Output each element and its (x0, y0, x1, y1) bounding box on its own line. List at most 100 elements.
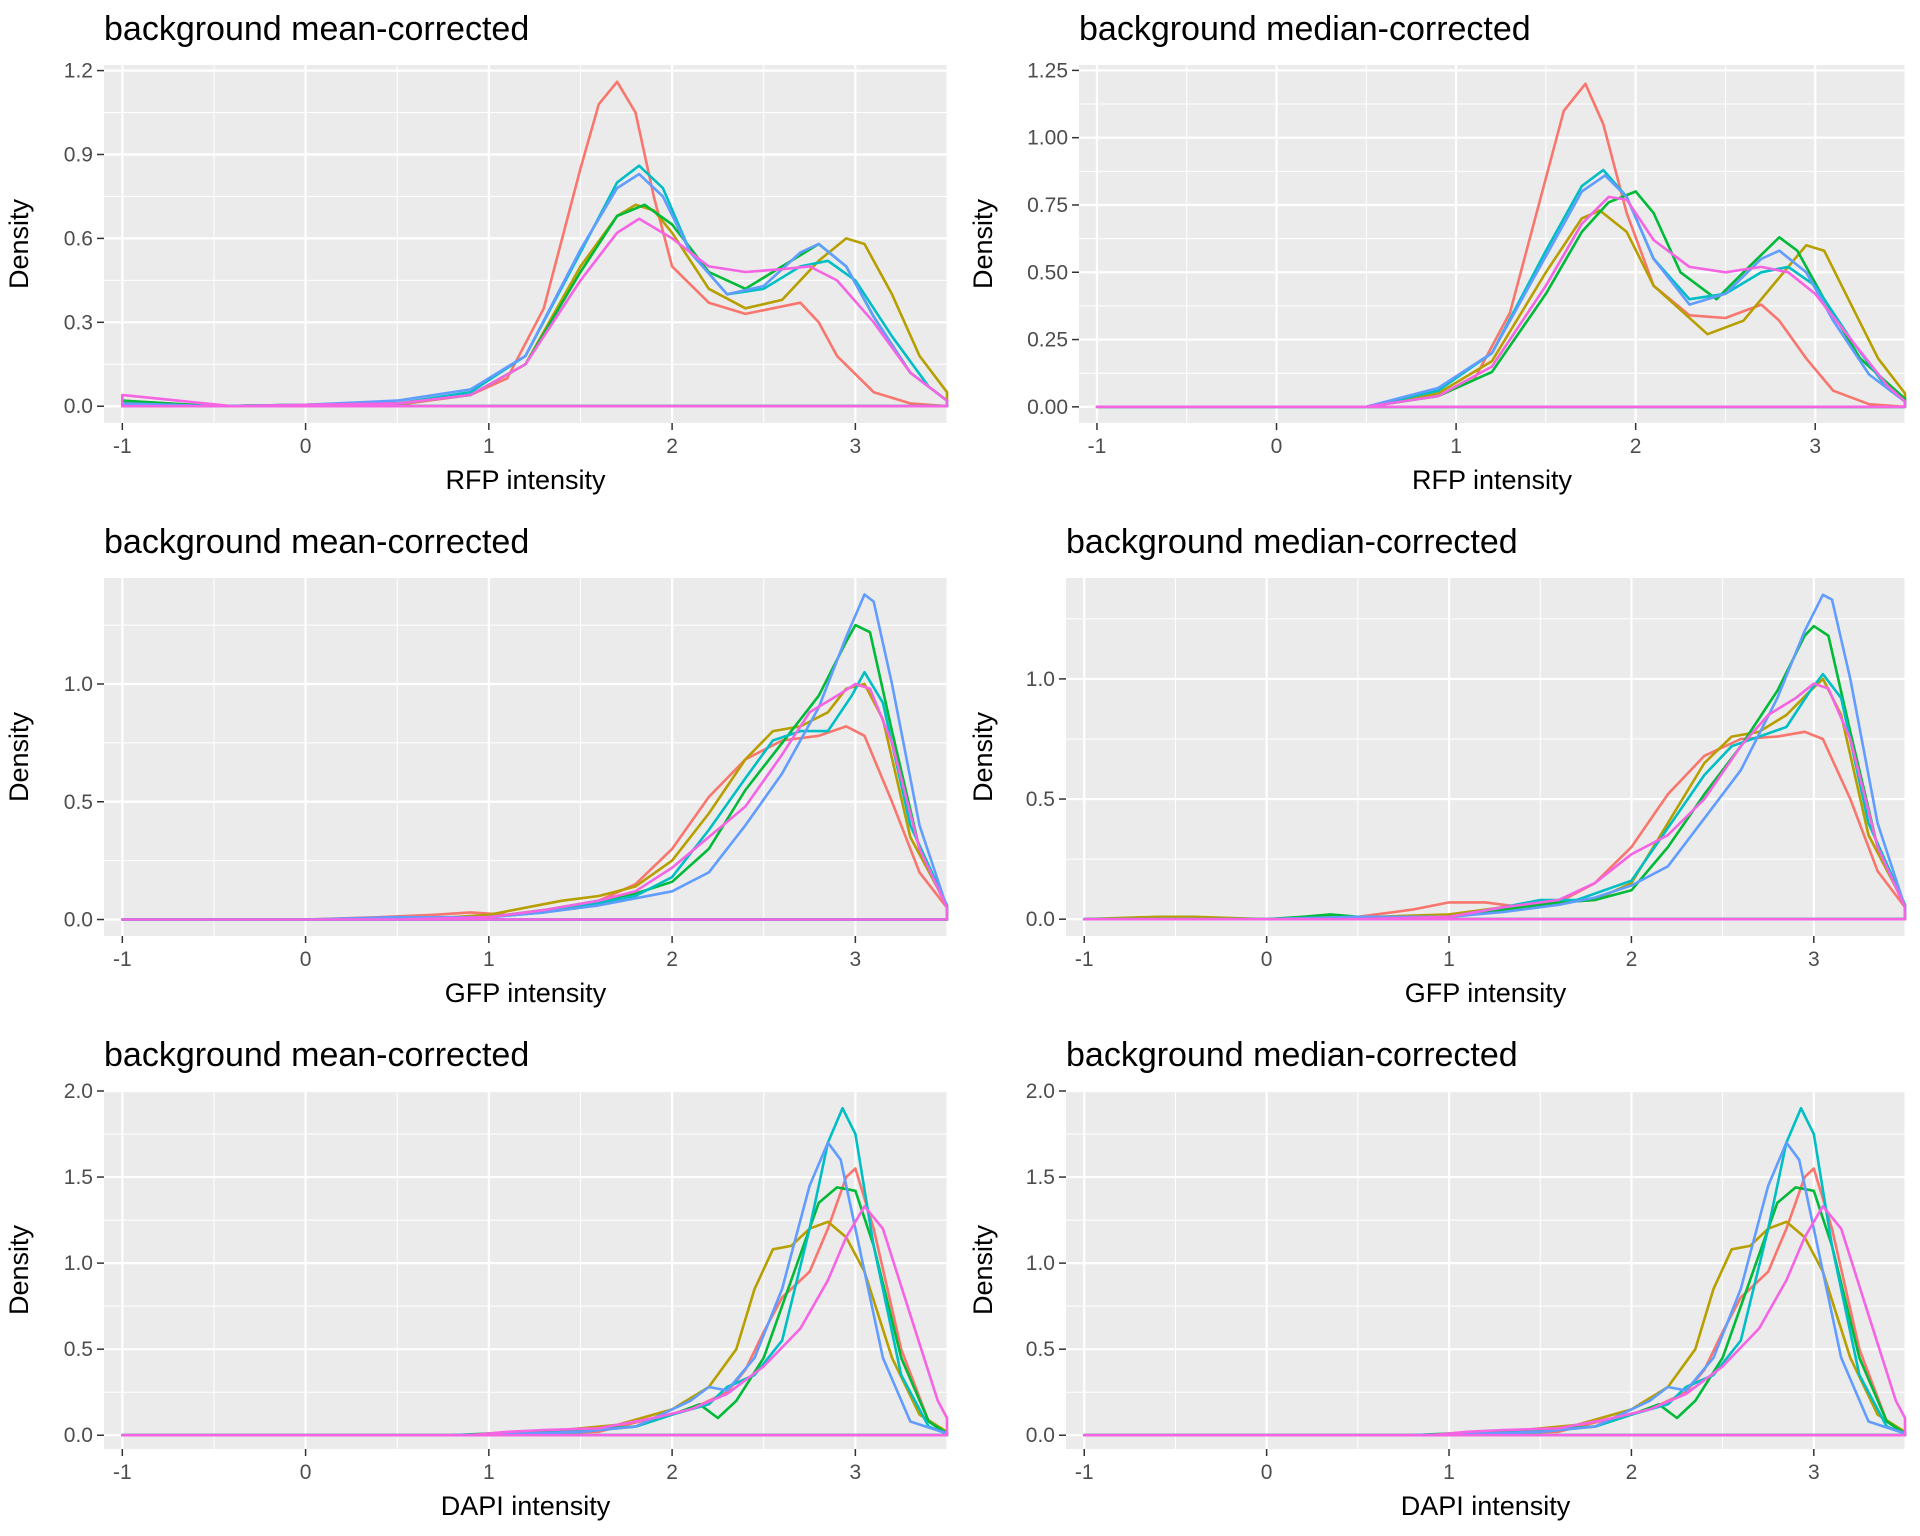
x-tick-label: 2 (666, 435, 678, 458)
density-panel-1: background mean-corrected -1 0 1 2 3 RFP inten… (4, 10, 949, 495)
density-curve-series-6 (121, 1205, 949, 1437)
density-curve-series-6 (1095, 195, 1907, 409)
x-axis: -1 0 1 2 3 RFP intensity (113, 423, 861, 495)
y-tick-label: 1.5 (1026, 1166, 1055, 1189)
x-tick-label: -1 (1088, 435, 1107, 458)
x-tick-label: 3 (1808, 1461, 1820, 1484)
density-curve-series-5 (1095, 174, 1907, 409)
y-tick-label: 0.0 (1026, 908, 1055, 931)
y-tick-label: 0.0 (64, 395, 93, 418)
density-panel-2: background median-corrected -1 0 1 2 3 RFP int… (968, 10, 1907, 495)
y-tick-label: 0.5 (1026, 1338, 1055, 1361)
panel-title: background mean-corrected (104, 10, 529, 48)
x-axis-label: GFP intensity (445, 978, 607, 1008)
x-tick-label: 3 (1808, 948, 1820, 971)
panel-background (1066, 1091, 1905, 1449)
density-curve-series-6 (1082, 682, 1907, 921)
y-axis: 0.00 0.25 0.50 0.75 1.00 1.25 Density (968, 59, 1079, 419)
y-tick-label: 1.25 (1027, 59, 1068, 82)
density-curve-series-5 (1082, 1141, 1907, 1437)
y-axis: 0.0 0.5 1.0 Density (968, 668, 1066, 931)
y-axis-label: Density (968, 711, 998, 802)
y-tick-label: 0.0 (64, 1424, 93, 1447)
y-tick-label: 1.0 (1026, 668, 1055, 691)
y-axis-label: Density (968, 1224, 998, 1315)
y-tick-label: 1.5 (64, 1166, 93, 1189)
density-curve-series-5 (121, 172, 949, 408)
x-tick-label: 2 (1630, 435, 1642, 458)
density-curve-series-1 (121, 725, 949, 921)
x-axis-label: DAPI intensity (1401, 1491, 1571, 1521)
y-axis: 0.0 0.5 1.0 Density (4, 673, 104, 932)
y-tick-label: 0.0 (1026, 1424, 1055, 1447)
x-tick-label: -1 (1075, 1461, 1094, 1484)
panel-title: background mean-corrected (104, 523, 529, 561)
x-tick-label: 2 (666, 1461, 678, 1484)
x-axis: -1 0 1 2 3 DAPI intensity (1075, 1449, 1820, 1521)
x-axis-label: RFP intensity (1412, 465, 1573, 495)
x-tick-label: -1 (113, 1461, 132, 1484)
panel-background (104, 578, 947, 936)
density-curve-series-5 (121, 1141, 949, 1437)
y-tick-label: 1.0 (64, 1252, 93, 1275)
x-tick-label: -1 (1075, 948, 1094, 971)
panel-background (1066, 578, 1905, 936)
x-tick-label: 1 (1450, 435, 1462, 458)
y-tick-label: 1.0 (1026, 1252, 1055, 1275)
density-curve-series-6 (1082, 1205, 1907, 1437)
density-panel-3: background mean-corrected -1 0 1 2 3 GFP inten… (4, 523, 949, 1008)
x-tick-label: 1 (483, 435, 495, 458)
y-tick-label: 2.0 (64, 1080, 93, 1103)
density-curves (1082, 593, 1907, 921)
y-tick-label: 2.0 (1026, 1080, 1055, 1103)
x-axis: -1 0 1 2 3 GFP intensity (113, 936, 861, 1008)
x-tick-label: 1 (483, 1461, 495, 1484)
x-axis: -1 0 1 2 3 GFP intensity (1075, 936, 1820, 1008)
x-tick-label: -1 (113, 435, 132, 458)
y-axis-label: Density (968, 198, 998, 289)
x-axis-label: GFP intensity (1405, 978, 1567, 1008)
density-panel-6: background median-corrected -1 0 1 2 3 DAPI in… (968, 1036, 1907, 1521)
y-tick-label: 0.0 (64, 909, 93, 932)
y-tick-label: 0.75 (1027, 194, 1068, 217)
x-tick-label: 0 (1261, 948, 1273, 971)
x-tick-label: 0 (1261, 1461, 1273, 1484)
x-tick-label: 3 (850, 435, 862, 458)
y-tick-label: 0.5 (64, 791, 93, 814)
y-tick-label: 1.2 (64, 60, 93, 83)
y-tick-label: 1.0 (64, 673, 93, 696)
density-panel-4: background median-corrected -1 0 1 2 3 GFP int… (968, 523, 1907, 1008)
density-curves (121, 80, 949, 408)
x-tick-label: 2 (666, 948, 678, 971)
density-curves (1095, 82, 1907, 409)
y-tick-label: 0.3 (64, 311, 93, 334)
y-tick-label: 0.6 (64, 227, 93, 250)
density-curves (121, 593, 949, 921)
x-tick-label: 0 (1271, 435, 1283, 458)
x-tick-label: 3 (850, 1461, 862, 1484)
panel-background (1079, 65, 1905, 423)
y-tick-label: 0.5 (1026, 788, 1055, 811)
x-tick-label: 0 (300, 435, 312, 458)
x-tick-label: 1 (1443, 948, 1455, 971)
x-tick-label: 2 (1626, 948, 1638, 971)
y-axis-label: Density (4, 198, 34, 289)
x-tick-label: 2 (1626, 1461, 1638, 1484)
y-axis-label: Density (4, 711, 34, 802)
x-axis: -1 0 1 2 3 RFP intensity (1088, 423, 1821, 495)
x-tick-label: 3 (850, 948, 862, 971)
y-axis: 0.0 0.5 1.0 1.5 2.0 Density (4, 1080, 104, 1447)
y-tick-label: 0.9 (64, 144, 93, 167)
y-axis: 0.0 0.5 1.0 1.5 2.0 Density (968, 1080, 1066, 1447)
x-tick-label: 0 (300, 1461, 312, 1484)
density-curve-series-1 (1082, 730, 1907, 921)
x-axis: -1 0 1 2 3 DAPI intensity (113, 1449, 861, 1521)
panel-title: background median-corrected (1066, 1036, 1518, 1074)
y-tick-label: 0.5 (64, 1338, 93, 1361)
y-axis: 0.0 0.3 0.6 0.9 1.2 Density (4, 60, 104, 418)
panel-title: background median-corrected (1066, 523, 1518, 561)
panel-title: background median-corrected (1079, 10, 1531, 48)
x-tick-label: 0 (300, 948, 312, 971)
